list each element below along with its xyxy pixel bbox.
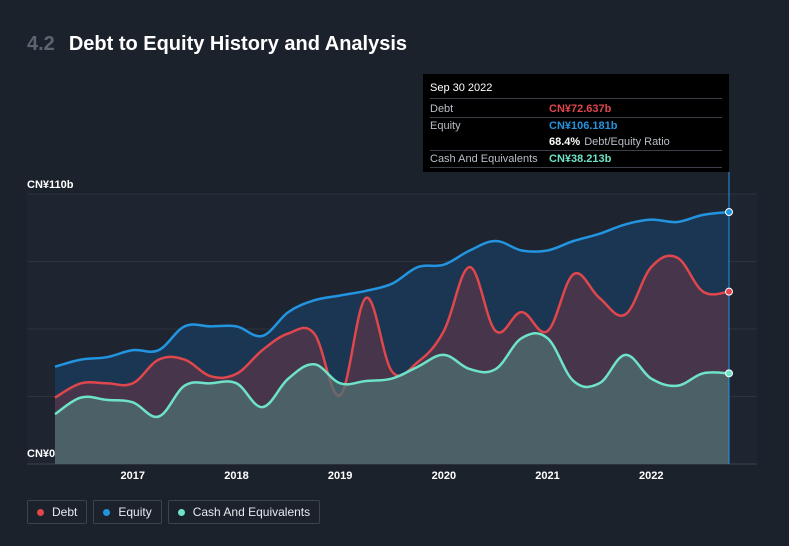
y-tick-label-top: CN¥110b <box>27 179 74 191</box>
legend-item-cash[interactable]: Cash And Equivalents <box>167 500 321 524</box>
chart-tooltip: Sep 30 2022 Debt CN¥72.637b Equity CN¥10… <box>423 74 729 172</box>
cash-area <box>55 333 729 464</box>
chart-legend: Debt Equity Cash And Equivalents <box>27 500 321 524</box>
section-number: 4.2 <box>27 33 55 55</box>
y-tick-label-bottom: CN¥0 <box>27 448 55 460</box>
x-tick-label-2018: 2018 <box>224 470 248 482</box>
tooltip-debt-row: Debt CN¥72.637b <box>430 101 722 118</box>
cash-dot-icon <box>177 508 185 516</box>
section-header: 4.2 Debt to Equity History and Analysis <box>27 33 407 56</box>
cash-line <box>54 332 730 419</box>
x-tick-label-2019: 2019 <box>328 470 352 482</box>
tooltip-equity-label: Equity <box>430 120 461 132</box>
tooltip-cash-row: Cash And Equivalents CN¥38.213b <box>430 151 722 168</box>
debt-dot-icon <box>37 508 44 516</box>
tooltip-equity-row: Equity CN¥106.181b <box>430 118 722 134</box>
tooltip-debt-value: CN¥72.637b <box>549 103 612 115</box>
debt-line <box>54 254 730 399</box>
legend-item-debt[interactable]: Debt <box>27 500 88 524</box>
x-tick-label-2022: 2022 <box>639 470 663 482</box>
tooltip-cash-label: Cash And Equivalents <box>430 153 538 165</box>
x-tick-label-2021: 2021 <box>535 470 559 482</box>
tooltip-date: Sep 30 2022 <box>430 82 722 99</box>
tooltip-debt-label: Debt <box>430 103 454 115</box>
tooltip-ratio-row: 68.4% Debt/Equity Ratio <box>430 134 722 151</box>
x-tick-label-2020: 2020 <box>432 470 456 482</box>
tooltip-ratio-value: 68.4% <box>549 136 581 148</box>
chart-title: Debt to Equity History and Analysis <box>68 33 408 55</box>
legend-label-equity: Equity <box>118 505 152 519</box>
x-tick-label-2017: 2017 <box>121 470 145 482</box>
legend-label-cash: Cash And Equivalents <box>192 505 311 519</box>
tooltip-ratio-label: Debt/Equity Ratio <box>584 136 670 148</box>
legend-label-debt: Debt <box>52 505 78 519</box>
cash-end-point <box>725 369 733 378</box>
tooltip-cash-value: CN¥38.213b <box>549 153 612 165</box>
equity-end-point <box>725 208 733 217</box>
legend-item-equity[interactable]: Equity <box>93 500 162 524</box>
equity-line <box>54 210 730 368</box>
equity-dot-icon <box>103 508 111 516</box>
tooltip-equity-value: CN¥106.181b <box>549 120 618 132</box>
debt-end-point <box>725 287 733 296</box>
